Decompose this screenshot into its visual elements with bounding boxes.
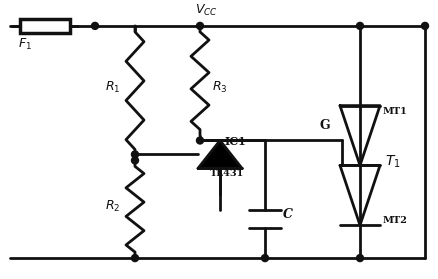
Polygon shape	[198, 141, 242, 169]
Circle shape	[131, 157, 138, 164]
FancyBboxPatch shape	[20, 19, 70, 33]
Text: $F_1$: $F_1$	[18, 37, 32, 52]
Circle shape	[131, 151, 138, 158]
Text: MT1: MT1	[383, 107, 408, 116]
Circle shape	[197, 137, 204, 144]
Text: IC1: IC1	[225, 136, 247, 148]
Text: $T_1$: $T_1$	[385, 153, 401, 170]
Circle shape	[421, 22, 428, 29]
Text: $R_2$: $R_2$	[105, 199, 120, 214]
Circle shape	[261, 254, 268, 261]
Circle shape	[92, 22, 99, 29]
Circle shape	[357, 22, 364, 29]
Circle shape	[197, 22, 204, 29]
Text: $R_1$: $R_1$	[105, 80, 120, 95]
Text: G: G	[320, 119, 331, 131]
Circle shape	[131, 254, 138, 261]
Text: $V_{CC}$: $V_{CC}$	[195, 3, 218, 18]
Text: $R_3$: $R_3$	[212, 80, 228, 95]
Text: MT2: MT2	[383, 216, 408, 225]
Text: TL431: TL431	[210, 169, 244, 178]
Text: C: C	[283, 208, 293, 221]
Circle shape	[357, 254, 364, 261]
